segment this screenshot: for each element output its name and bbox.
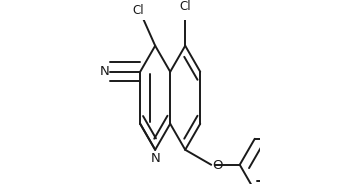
Text: N: N bbox=[100, 65, 109, 78]
Text: Cl: Cl bbox=[179, 0, 191, 13]
Text: O: O bbox=[212, 159, 223, 172]
Text: Cl: Cl bbox=[133, 4, 145, 17]
Text: N: N bbox=[151, 152, 161, 165]
